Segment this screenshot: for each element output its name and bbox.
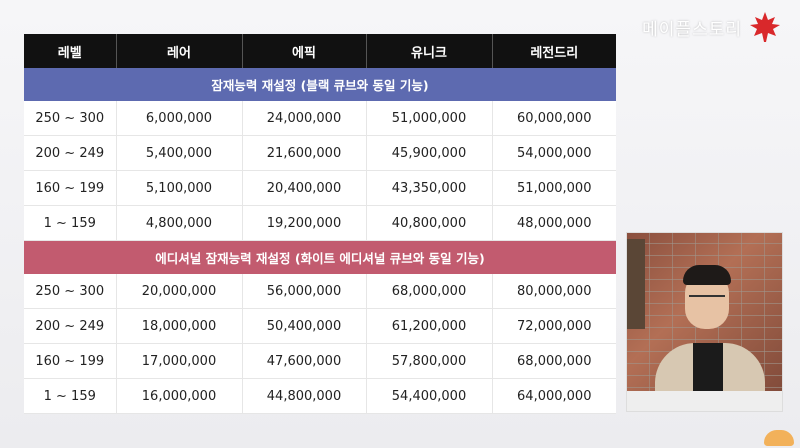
cell-unique: 40,800,000 <box>366 205 493 241</box>
table-row: 200 ~ 249 18,000,000 50,400,000 61,200,0… <box>24 308 616 344</box>
header-unique: 유니크 <box>366 34 493 68</box>
glasses-icon <box>689 295 725 305</box>
cell-level: 1 ~ 159 <box>24 378 117 414</box>
cell-unique: 57,800,000 <box>366 343 493 379</box>
cell-epic: 19,200,000 <box>242 205 367 241</box>
section-band-additional-potential: 에디셔널 잠재능력 재설정 (화이트 에디셔널 큐브와 동일 기능) <box>24 240 616 274</box>
table-row: 1 ~ 159 4,800,000 19,200,000 40,800,000 … <box>24 205 616 241</box>
cell-level: 250 ~ 300 <box>24 274 117 309</box>
cell-rare: 5,100,000 <box>116 170 243 206</box>
table-header-row: 레벨 레어 에픽 유니크 레전드리 <box>24 34 616 68</box>
cell-legendary: 80,000,000 <box>492 274 616 309</box>
cell-rare: 17,000,000 <box>116 343 243 379</box>
cell-unique: 43,350,000 <box>366 170 493 206</box>
cell-level: 200 ~ 249 <box>24 308 117 344</box>
cell-level: 200 ~ 249 <box>24 135 117 171</box>
header-rare: 레어 <box>116 34 243 68</box>
cell-legendary: 51,000,000 <box>492 170 616 206</box>
cell-level: 250 ~ 300 <box>24 101 117 136</box>
cell-epic: 50,400,000 <box>242 308 367 344</box>
section-band-potential: 잠재능력 재설정 (블랙 큐브와 동일 기능) <box>24 68 616 101</box>
presenter-hair <box>683 265 731 285</box>
cell-rare: 5,400,000 <box>116 135 243 171</box>
table-row: 250 ~ 300 6,000,000 24,000,000 51,000,00… <box>24 101 616 136</box>
cell-rare: 18,000,000 <box>116 308 243 344</box>
cell-legendary: 48,000,000 <box>492 205 616 241</box>
cell-level: 160 ~ 199 <box>24 170 117 206</box>
table-row: 160 ~ 199 5,100,000 20,400,000 43,350,00… <box>24 170 616 206</box>
cell-unique: 54,400,000 <box>366 378 493 414</box>
table-row: 160 ~ 199 17,000,000 47,600,000 57,800,0… <box>24 343 616 379</box>
cell-epic: 47,600,000 <box>242 343 367 379</box>
cell-epic: 44,800,000 <box>242 378 367 414</box>
cell-rare: 16,000,000 <box>116 378 243 414</box>
header-level: 레벨 <box>24 34 117 68</box>
presenter-camera-feed <box>626 232 783 412</box>
maplestory-logo: 메이플스토리 <box>642 10 782 44</box>
cell-rare: 4,800,000 <box>116 205 243 241</box>
table-row: 200 ~ 249 5,400,000 21,600,000 45,900,00… <box>24 135 616 171</box>
cell-epic: 56,000,000 <box>242 274 367 309</box>
cube-price-table: 레벨 레어 에픽 유니크 레전드리 잠재능력 재설정 (블랙 큐브와 동일 기능… <box>24 34 616 414</box>
section-title: 잠재능력 재설정 (블랙 큐브와 동일 기능) <box>24 68 616 101</box>
cell-rare: 6,000,000 <box>116 101 243 136</box>
cell-legendary: 68,000,000 <box>492 343 616 379</box>
cell-level: 1 ~ 159 <box>24 205 117 241</box>
cell-epic: 24,000,000 <box>242 101 367 136</box>
mascot-icon <box>764 430 794 446</box>
cell-unique: 51,000,000 <box>366 101 493 136</box>
cell-unique: 61,200,000 <box>366 308 493 344</box>
table-row: 250 ~ 300 20,000,000 56,000,000 68,000,0… <box>24 274 616 309</box>
header-legendary: 레전드리 <box>492 34 616 68</box>
logo-text: 메이플스토리 <box>642 19 742 40</box>
cell-epic: 21,600,000 <box>242 135 367 171</box>
cell-legendary: 54,000,000 <box>492 135 616 171</box>
cell-unique: 68,000,000 <box>366 274 493 309</box>
cell-unique: 45,900,000 <box>366 135 493 171</box>
background-shelf <box>627 239 645 329</box>
table-row: 1 ~ 159 16,000,000 44,800,000 54,400,000… <box>24 378 616 414</box>
cell-legendary: 60,000,000 <box>492 101 616 136</box>
cell-legendary: 72,000,000 <box>492 308 616 344</box>
cell-epic: 20,400,000 <box>242 170 367 206</box>
cell-rare: 20,000,000 <box>116 274 243 309</box>
desk <box>627 391 782 411</box>
cell-level: 160 ~ 199 <box>24 343 117 379</box>
section-title: 에디셔널 잠재능력 재설정 (화이트 에디셔널 큐브와 동일 기능) <box>24 240 616 274</box>
cell-legendary: 64,000,000 <box>492 378 616 414</box>
maple-leaf-icon <box>750 12 780 42</box>
header-epic: 에픽 <box>242 34 367 68</box>
